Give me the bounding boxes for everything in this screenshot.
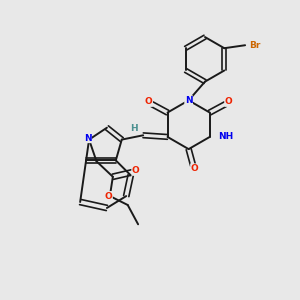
Text: O: O — [132, 166, 140, 175]
Text: Br: Br — [250, 41, 261, 50]
Text: H: H — [130, 124, 137, 133]
Text: O: O — [191, 164, 199, 173]
Text: N: N — [185, 96, 193, 105]
Text: N: N — [84, 134, 92, 142]
Text: O: O — [145, 97, 152, 106]
Text: NH: NH — [218, 132, 233, 141]
Text: O: O — [225, 97, 232, 106]
Text: O: O — [104, 192, 112, 201]
